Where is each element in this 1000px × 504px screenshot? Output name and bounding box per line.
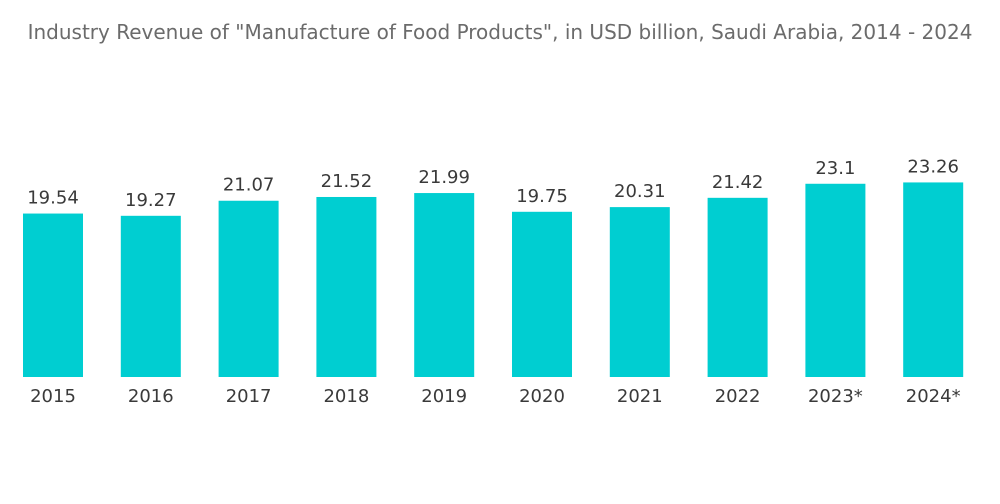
x-tick-2019: 2019 — [421, 386, 467, 407]
chart-title: Industry Revenue of "Manufacture of Food… — [27, 20, 973, 44]
data-label-2023: 23.1 — [815, 158, 855, 179]
data-label-2021: 20.31 — [614, 181, 666, 202]
bar-2018 — [316, 196, 377, 377]
bar-2015 — [23, 213, 83, 377]
bar-2017 — [218, 200, 279, 377]
data-label-2024: 23.26 — [907, 156, 959, 177]
data-label-2018: 21.52 — [321, 171, 373, 192]
data-label-2017: 21.07 — [223, 175, 275, 196]
x-tick-2017: 2017 — [226, 386, 272, 407]
data-label-2019: 21.99 — [418, 167, 470, 188]
bar-2019 — [414, 193, 475, 377]
x-tick-2021: 2021 — [617, 386, 663, 407]
x-axis-ticks: 2015 2016 2017 2018 2019 2020 2021 2022 2023* 202… — [30, 386, 961, 407]
x-tick-2016: 2016 — [128, 386, 174, 407]
x-tick-2018: 2018 — [323, 386, 369, 407]
data-label-2015: 19.54 — [27, 188, 79, 209]
x-tick-2023: 2023* — [808, 386, 863, 407]
data-label-2016: 19.27 — [125, 190, 177, 211]
data-labels-group: 19.54 19.27 21.07 21.52 21.99 19.75 20.31 21.42… — [27, 156, 959, 210]
bar-2020 — [512, 211, 572, 377]
data-label-2020: 19.75 — [516, 186, 568, 207]
bar-2024 — [903, 182, 964, 377]
bar-2016 — [120, 215, 181, 377]
x-tick-2015: 2015 — [30, 386, 76, 407]
x-tick-2020: 2020 — [519, 386, 565, 407]
bar-2022 — [707, 197, 768, 377]
x-tick-2024: 2024* — [906, 386, 961, 407]
bar-2021 — [609, 207, 670, 377]
data-label-2022: 21.42 — [712, 172, 764, 193]
x-tick-2022: 2022 — [715, 386, 761, 407]
bars-group — [23, 182, 964, 377]
bar-2023 — [805, 183, 866, 377]
